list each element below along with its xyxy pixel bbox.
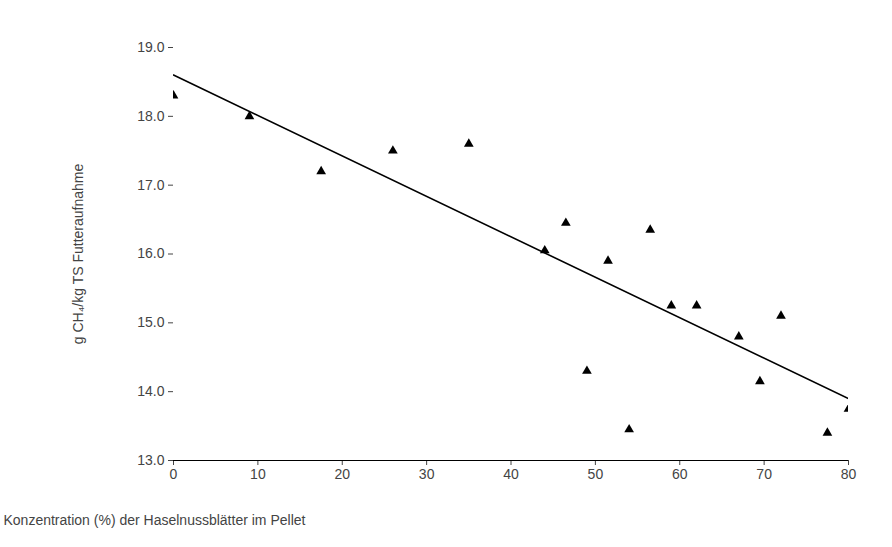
svg-text:30: 30 xyxy=(419,466,435,482)
svg-text:70: 70 xyxy=(756,466,772,482)
svg-text:40: 40 xyxy=(503,466,519,482)
svg-text:g CH₄/kg TS Futteraufnahme: g CH₄/kg TS Futteraufnahme xyxy=(70,164,86,345)
svg-text:19.0: 19.0 xyxy=(137,39,164,55)
svg-text:14.0: 14.0 xyxy=(137,383,164,399)
svg-text:13.0: 13.0 xyxy=(137,452,164,468)
svg-text:17.0: 17.0 xyxy=(137,177,164,193)
svg-text:16.0: 16.0 xyxy=(137,245,164,261)
svg-text:0: 0 xyxy=(170,466,178,482)
svg-text:50: 50 xyxy=(588,466,604,482)
svg-text:60: 60 xyxy=(672,466,688,482)
svg-text:80: 80 xyxy=(841,466,857,482)
svg-text:20: 20 xyxy=(334,466,350,482)
svg-text:Konzentration (%) der Haselnus: Konzentration (%) der Haselnussblätter i… xyxy=(4,512,306,528)
svg-text:15.0: 15.0 xyxy=(137,314,164,330)
svg-text:18.0: 18.0 xyxy=(137,108,164,124)
svg-text:10: 10 xyxy=(250,466,266,482)
